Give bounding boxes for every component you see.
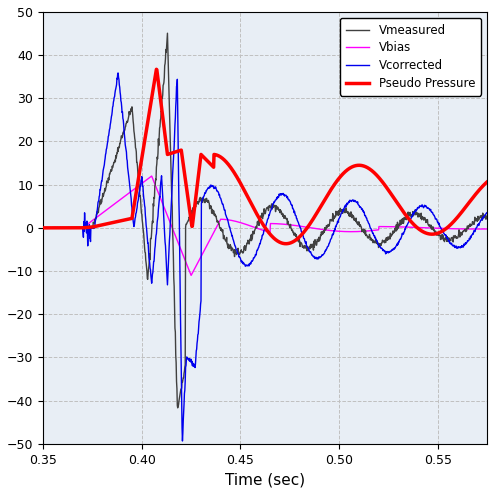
Vbias	[149, 173, 155, 179]
Vbias	[486, 226, 492, 232]
Vcorrected	[339, 209, 345, 215]
Vcorrected	[428, 208, 434, 214]
Vbias	[428, 225, 434, 231]
Vmeasured	[165, 30, 170, 36]
Vcorrected	[291, 208, 297, 214]
Pseudo Pressure	[283, 241, 289, 247]
Pseudo Pressure	[40, 225, 46, 231]
Vmeasured	[175, 405, 181, 411]
Vmeasured	[339, 207, 345, 213]
Vcorrected	[115, 70, 121, 76]
Vcorrected	[179, 438, 185, 444]
Vmeasured	[362, 231, 368, 237]
Pseudo Pressure	[154, 66, 160, 72]
Vbias	[283, 221, 289, 227]
Vmeasured	[479, 217, 485, 223]
Vcorrected	[479, 215, 485, 221]
Pseudo Pressure	[339, 171, 345, 177]
Vbias	[291, 222, 297, 228]
Line: Vmeasured: Vmeasured	[43, 33, 489, 408]
Vcorrected	[486, 209, 492, 215]
Vbias	[479, 226, 485, 232]
Vbias	[339, 229, 345, 235]
Vmeasured	[291, 231, 297, 237]
Vmeasured	[283, 215, 289, 221]
Line: Pseudo Pressure: Pseudo Pressure	[43, 69, 489, 244]
Line: Vbias: Vbias	[43, 176, 489, 275]
Vmeasured	[486, 219, 492, 225]
Pseudo Pressure	[283, 241, 288, 247]
Vbias	[362, 228, 368, 234]
Vmeasured	[428, 222, 434, 228]
Vbias	[188, 272, 194, 278]
Vbias	[40, 225, 46, 231]
Line: Vcorrected: Vcorrected	[43, 73, 489, 441]
X-axis label: Time (sec): Time (sec)	[225, 472, 305, 487]
Vcorrected	[283, 192, 289, 198]
Pseudo Pressure	[362, 164, 368, 169]
Legend: Vmeasured, Vbias, Vcorrected, Pseudo Pressure: Vmeasured, Vbias, Vcorrected, Pseudo Pre…	[340, 18, 481, 96]
Vcorrected	[40, 225, 46, 231]
Vmeasured	[40, 225, 46, 231]
Vcorrected	[362, 212, 368, 218]
Pseudo Pressure	[291, 238, 297, 244]
Pseudo Pressure	[479, 184, 485, 190]
Pseudo Pressure	[486, 178, 492, 184]
Pseudo Pressure	[428, 231, 434, 237]
